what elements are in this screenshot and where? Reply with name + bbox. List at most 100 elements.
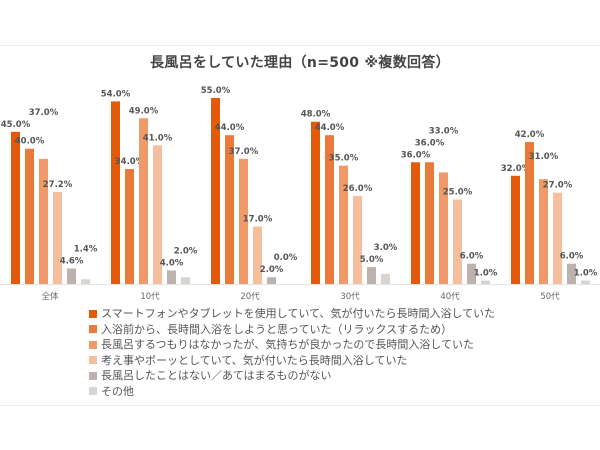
data-label: 44.0% xyxy=(215,123,245,133)
legend-item: 長風呂したことはない／あてはまるものがない xyxy=(89,368,495,384)
bar xyxy=(525,141,534,284)
category-label: 50代 xyxy=(540,291,560,302)
legend-label: 長風呂するつもりはなかったが、気持ちが良かったので長時間入浴していた xyxy=(101,338,475,351)
bar xyxy=(553,192,562,284)
data-label: 37.0% xyxy=(29,108,59,118)
category-label: 20代 xyxy=(240,291,260,302)
data-label: 49.0% xyxy=(129,106,159,116)
bar xyxy=(481,280,490,284)
data-label: 27.0% xyxy=(543,181,573,191)
bar xyxy=(81,279,90,284)
bar xyxy=(253,226,262,284)
legend-label: 入浴前から、長時間入浴をしようと思っていた（リラックスするため） xyxy=(101,322,453,336)
bar xyxy=(225,135,234,284)
legend: スマートフォンやタブレットを使用していて、気が付いたら長時間入浴していた 入浴前か… xyxy=(89,306,495,399)
bar xyxy=(367,267,376,284)
data-label: 44.0% xyxy=(315,123,345,133)
bar xyxy=(111,101,120,284)
legend-label: 長風呂したことはない／あてはまるものがない xyxy=(101,369,332,382)
legend-swatch xyxy=(89,387,97,396)
bar xyxy=(211,98,220,284)
bar xyxy=(267,277,276,284)
category-label: 30代 xyxy=(340,291,360,302)
legend-item: 入浴前から、長時間入浴をしようと思っていた（リラックスするため） xyxy=(89,322,495,338)
legend-item: スマートフォンやタブレットを使用していて、気が付いたら長時間入浴していた xyxy=(89,306,495,322)
data-label: 1.0% xyxy=(574,269,598,279)
legend-swatch xyxy=(89,309,97,318)
data-label: 26.0% xyxy=(343,184,373,194)
legend-item: 考え事やボーッとしていて、気が付いたら長時間入浴していた xyxy=(89,353,495,369)
legend-swatch xyxy=(89,371,97,380)
bar xyxy=(539,179,548,284)
data-label: 1.0% xyxy=(474,269,498,279)
legend-label: 考え事やボーッとしていて、気が付いたら長時間入浴していた xyxy=(101,353,408,367)
bar xyxy=(353,196,362,284)
bar xyxy=(311,121,320,284)
bar xyxy=(581,280,590,284)
legend-swatch xyxy=(89,356,97,365)
data-label: 25.0% xyxy=(443,187,473,197)
bar xyxy=(53,192,62,284)
data-label: 42.0% xyxy=(515,130,545,140)
bar xyxy=(125,169,134,284)
data-label: 1.4% xyxy=(74,244,98,254)
legend-item: 長風呂するつもりはなかったが、気持ちが良かったので長時間入浴していた xyxy=(89,337,495,353)
category-label: 40代 xyxy=(440,291,460,302)
data-label: 2.0% xyxy=(260,265,284,275)
bar xyxy=(439,172,448,284)
bar xyxy=(453,199,462,284)
data-label: 31.0% xyxy=(529,152,559,162)
bar xyxy=(467,263,476,284)
top-border xyxy=(0,45,600,46)
bar xyxy=(325,135,334,284)
data-label: 17.0% xyxy=(243,215,273,225)
data-label: 6.0% xyxy=(560,252,584,262)
legend-item: その他 xyxy=(89,384,495,400)
chart-title: 長風呂をしていた理由（n=500 ※複数回答） xyxy=(150,55,450,71)
bar-chart: 全体 45.0% 40.0% 37.0% 27.2% 4.6% 1.4% 10代 54.0% 34… xyxy=(0,86,600,302)
data-label: 4.6% xyxy=(60,256,84,266)
bar xyxy=(567,263,576,284)
data-label: 36.0% xyxy=(415,138,445,148)
bar xyxy=(181,277,190,284)
bar xyxy=(167,270,176,284)
data-label: 48.0% xyxy=(301,110,331,120)
data-label: 45.0% xyxy=(1,120,31,130)
data-label: 6.0% xyxy=(460,252,484,262)
data-label: 35.0% xyxy=(329,154,359,164)
bottom-border xyxy=(0,405,600,406)
bar xyxy=(139,118,148,284)
bar xyxy=(411,162,420,284)
data-label: 36.0% xyxy=(401,150,431,160)
data-label: 0.0% xyxy=(274,253,298,263)
bar xyxy=(67,268,76,284)
data-label: 54.0% xyxy=(101,89,131,99)
bar xyxy=(239,158,248,284)
bar xyxy=(25,148,34,284)
legend-label: スマートフォンやタブレットを使用していて、気が付いたら長時間入浴していた xyxy=(101,307,496,320)
legend-swatch xyxy=(89,340,97,349)
data-label: 55.0% xyxy=(201,86,231,96)
data-label: 4.0% xyxy=(160,258,184,268)
bar xyxy=(339,165,348,284)
data-label: 40.0% xyxy=(15,137,45,147)
data-label: 5.0% xyxy=(360,255,384,265)
bar xyxy=(425,162,434,284)
data-label: 32.0% xyxy=(501,164,531,174)
data-label: 41.0% xyxy=(143,133,173,143)
category-label: 全体 xyxy=(41,291,59,302)
data-label: 27.2% xyxy=(43,180,73,190)
legend-swatch xyxy=(89,325,97,334)
bar xyxy=(153,145,162,284)
bar xyxy=(39,158,48,284)
bar xyxy=(511,175,520,284)
data-label: 2.0% xyxy=(174,246,198,256)
data-label: 33.0% xyxy=(429,126,459,136)
data-label: 3.0% xyxy=(374,243,398,253)
bar xyxy=(11,131,20,284)
category-label: 10代 xyxy=(140,291,160,302)
bar xyxy=(381,273,390,284)
data-label: 37.0% xyxy=(229,147,259,157)
legend-label: その他 xyxy=(101,384,134,398)
data-label: 34.0% xyxy=(115,157,145,167)
